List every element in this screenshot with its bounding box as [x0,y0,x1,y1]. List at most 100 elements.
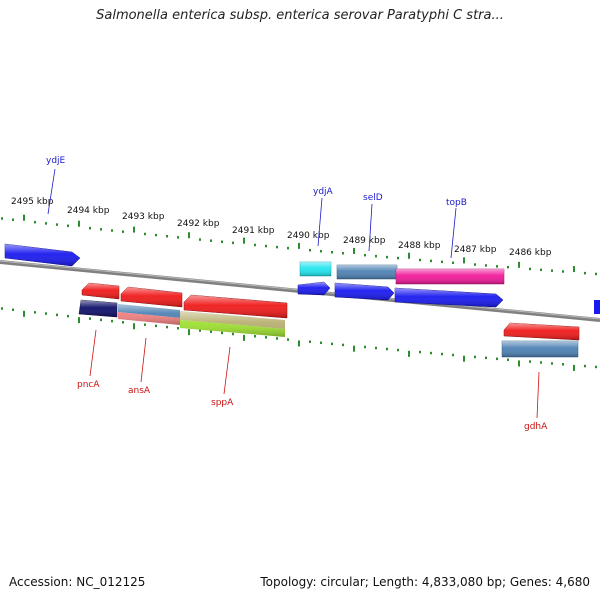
minor-tick [419,258,421,262]
major-tick [243,237,245,244]
minor-tick [199,329,201,332]
minor-tick [342,343,344,347]
minor-tick [529,360,531,363]
lower-gene-labels: pncA ansA sppA gdhA [77,329,548,432]
gene-upper-blue-3[interactable] [394,287,504,308]
gene-label-pncA: pncA [77,380,100,390]
minor-tick [67,314,69,318]
minor-tick [89,226,91,230]
reverse-strand-genes [78,281,600,358]
scale-label: 2490 kbp [287,231,330,241]
gene-gdhA[interactable] [501,340,579,358]
minor-tick [111,229,113,232]
minor-tick [287,246,289,250]
gene-selD[interactable] [336,264,398,280]
gene-label-gdhA: gdhA [524,422,548,432]
minor-tick [562,270,564,273]
minor-tick [177,236,179,239]
minor-tick [309,340,311,343]
major-tick [133,226,135,233]
minor-tick [34,311,36,314]
major-tick [298,340,300,347]
map-title: Salmonella enterica subsp. enterica sero… [96,8,504,23]
minor-tick [100,228,102,231]
gene-label-selD: selD [363,193,383,203]
minor-tick [122,230,124,233]
minor-tick [45,222,47,225]
minor-tick [364,253,366,257]
gene-red-3[interactable] [183,294,288,319]
minor-tick [430,351,432,355]
gene-pncA[interactable] [78,299,118,318]
major-tick [573,266,575,273]
gene-topB[interactable] [395,268,505,285]
minor-tick [232,241,234,245]
minor-tick [375,254,377,258]
minor-tick [331,250,333,254]
gene-red-1[interactable] [81,282,120,300]
minor-tick [474,263,476,266]
minor-tick [540,361,542,364]
scale-label: 2487 kbp [454,245,497,255]
minor-tick [595,272,597,276]
gene-edge-blue[interactable] [594,300,600,314]
major-tick [353,247,355,254]
scale-label: 2486 kbp [509,248,552,258]
major-tick [408,350,410,357]
minor-tick [595,365,597,369]
minor-tick [210,239,212,242]
scale-label: 2495 kbp [11,197,54,207]
minor-tick [540,268,542,272]
minor-tick [584,271,586,275]
minor-tick [441,352,443,356]
gene-red-4[interactable] [503,322,580,341]
minor-tick [452,261,454,264]
gene-upper-blue-2[interactable] [334,282,395,301]
minor-tick [56,313,58,317]
major-tick [243,334,245,341]
minor-tick [1,307,3,310]
minor-tick [320,249,322,253]
minor-tick [485,356,487,360]
minor-tick [287,338,289,341]
minor-tick [331,342,333,346]
minor-tick [166,234,168,238]
gene-ydjE[interactable] [4,243,81,267]
minor-tick [67,224,69,228]
minor-tick [507,265,509,269]
gene-label-ydjE: ydjE [46,156,66,166]
minor-tick [584,364,586,368]
minor-tick [221,240,223,244]
genome-summary: Topology: circular; Length: 4,833,080 bp… [260,575,590,589]
minor-tick [254,335,256,338]
minor-tick [551,362,553,365]
scale-label: 2491 kbp [232,226,275,236]
lower-scale-ticks [1,307,597,371]
gene-ansA[interactable] [118,304,180,325]
gene-red-2[interactable] [120,286,183,308]
gene-sppA[interactable] [180,311,285,337]
accession-label: Accession: NC_012125 [9,575,146,589]
minor-tick [397,256,399,260]
minor-tick [386,255,388,259]
gene-upper-blue-1[interactable] [297,281,331,296]
minor-tick [177,327,179,330]
minor-tick [320,341,322,345]
major-tick [463,355,465,362]
minor-tick [419,350,421,354]
minor-tick [551,269,553,272]
minor-tick [1,217,3,220]
gene-label-sppA: sppA [211,398,234,408]
gene-label-topB: topB [446,198,467,208]
minor-tick [430,259,432,263]
major-tick [188,232,190,239]
minor-tick [507,358,509,362]
forward-strand-genes [4,243,505,285]
minor-tick [496,357,498,361]
minor-tick [232,332,234,336]
minor-tick [122,321,124,324]
major-tick [78,220,80,227]
minor-tick [12,308,14,312]
gene-ydjA[interactable] [299,261,332,277]
